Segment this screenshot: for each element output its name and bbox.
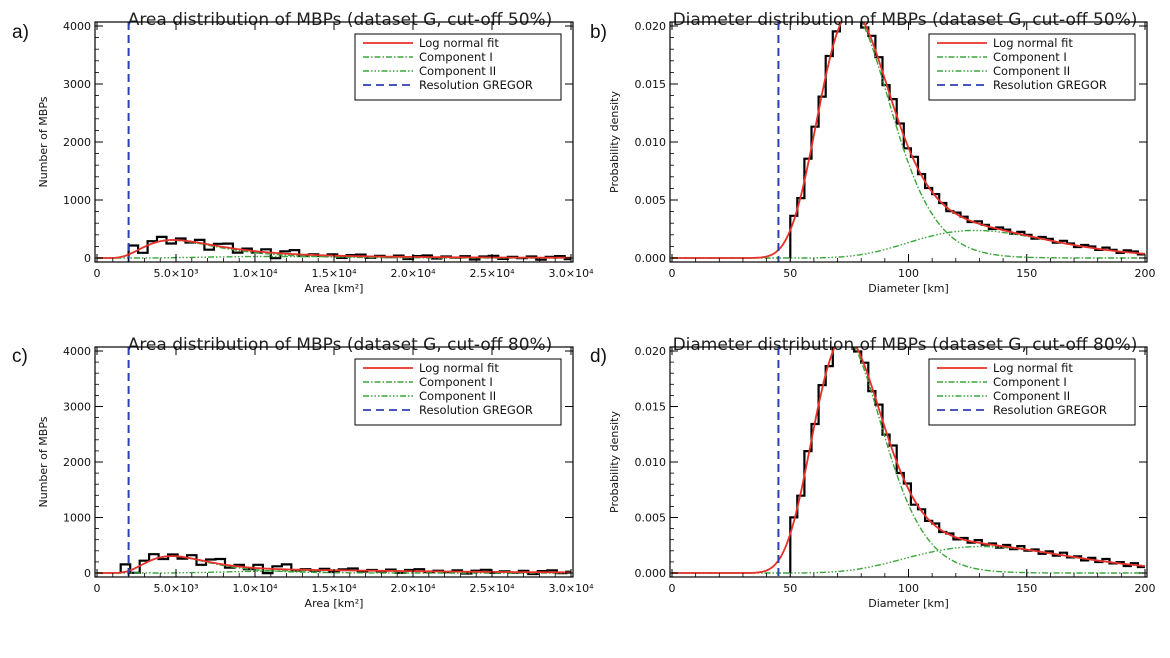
y-tick-label: 4000 [63,20,91,33]
y-tick-label: 0.010 [635,456,667,469]
y-tick-label: 0.005 [635,512,667,525]
x-tick-label: 50 [783,267,797,280]
chart-panel-2: b) Diameter distribution of MBPs (dataset… [590,10,1156,295]
y-tick-label: 4000 [63,345,91,358]
legend-label: Resolution GREGOR [419,78,533,92]
x-tick-label: 150 [1016,582,1037,595]
legend-label: Log normal fit [419,361,499,375]
x-tick-label: 0 [94,582,101,595]
x-axis-label: Diameter [km] [868,282,949,295]
legend-label: Component I [419,50,493,64]
chart-panel-1: a) Area distribution of MBPs (dataset G, … [12,10,594,295]
legend-label: Component II [419,64,496,78]
x-axis-label: Area [km²] [305,597,364,610]
y-axis-label: Probability density [608,411,621,513]
legend-box [928,33,1136,101]
legend-label: Component I [993,375,1067,389]
histogram-series [789,22,1145,258]
x-tick-label: 3.0×10⁴ [548,582,594,595]
legend-box [928,358,1136,426]
y-axis-label: Number of MBPs [37,416,50,507]
plot-area [672,347,1146,574]
histogram-series [789,347,1145,573]
panel-label: d) [590,346,607,367]
y-tick-label: 0.010 [635,136,667,149]
x-tick-label: 1.0×10⁴ [232,267,278,280]
chart-title: Diameter distribution of MBPs (dataset G… [673,335,1138,355]
legend-label: Resolution GREGOR [993,403,1107,417]
y-tick-label: 0.020 [635,20,667,33]
x-tick-label: 200 [1135,582,1156,595]
y-tick-label: 0 [84,252,91,265]
y-tick-label: 0 [84,567,91,580]
y-axis-label: Number of MBPs [37,96,50,187]
log-normal-fit-curve [672,22,1146,259]
chart-title: Area distribution of MBPs (dataset G, cu… [128,335,553,355]
legend-label: Resolution GREGOR [993,78,1107,92]
y-tick-label: 3000 [63,78,91,91]
y-tick-label: 3000 [63,401,91,414]
legend-box [354,358,562,426]
x-tick-label: 50 [783,582,797,595]
chart-panel-4: d) Diameter distribution of MBPs (dataset… [590,335,1156,610]
y-tick-label: 0.000 [635,567,667,580]
panel-label: b) [590,22,607,43]
x-tick-label: 100 [898,582,919,595]
x-tick-label: 0 [669,582,676,595]
x-tick-label: 0 [669,267,676,280]
y-tick-label: 1000 [63,512,91,525]
legend-label: Component II [419,389,496,403]
legend-box [354,33,562,101]
y-tick-label: 0.000 [635,252,667,265]
y-tick-label: 0.005 [635,194,667,207]
legend-label: Log normal fit [993,361,1073,375]
x-tick-label: 1.0×10⁴ [232,582,278,595]
x-tick-label: 5.0×10³ [153,582,198,595]
component-i-curve [672,347,1145,574]
legend-label: Component I [419,375,493,389]
x-axis-label: Area [km²] [305,282,364,295]
panel-label: c) [12,346,28,367]
x-tick-label: 1.5×10⁴ [311,582,357,595]
y-tick-label: 2000 [63,136,91,149]
x-tick-label: 0 [94,267,101,280]
x-tick-label: 100 [898,267,919,280]
x-axis-label: Diameter [km] [868,597,949,610]
legend-label: Component II [993,64,1070,78]
y-tick-label: 0.015 [635,78,667,91]
y-tick-label: 2000 [63,456,91,469]
legend-label: Log normal fit [419,36,499,50]
x-tick-label: 1.5×10⁴ [311,267,357,280]
x-tick-label: 200 [1135,267,1156,280]
panel-label: a) [12,22,29,43]
x-tick-label: 5.0×10³ [153,267,198,280]
x-tick-label: 3.0×10⁴ [548,267,594,280]
chart-title: Diameter distribution of MBPs (dataset G… [673,10,1138,30]
log-normal-fit-curve [672,347,1146,574]
chart-panel-3: c) Area distribution of MBPs (dataset G, … [12,335,594,610]
plot-area [672,22,1146,259]
legend-label: Log normal fit [993,36,1073,50]
x-tick-label: 2.5×10⁴ [469,267,515,280]
legend-label: Component I [993,50,1067,64]
x-tick-label: 2.0×10⁴ [390,582,436,595]
legend-label: Component II [993,389,1070,403]
y-axis-label: Probability density [608,91,621,193]
x-tick-label: 2.5×10⁴ [469,582,515,595]
component-i-curve [672,22,1145,259]
chart-title: Area distribution of MBPs (dataset G, cu… [128,10,553,30]
y-tick-label: 1000 [63,194,91,207]
legend-label: Resolution GREGOR [419,403,533,417]
y-tick-label: 0.020 [635,345,667,358]
y-tick-label: 0.015 [635,401,667,414]
x-tick-label: 2.0×10⁴ [390,267,436,280]
x-tick-label: 150 [1016,267,1037,280]
